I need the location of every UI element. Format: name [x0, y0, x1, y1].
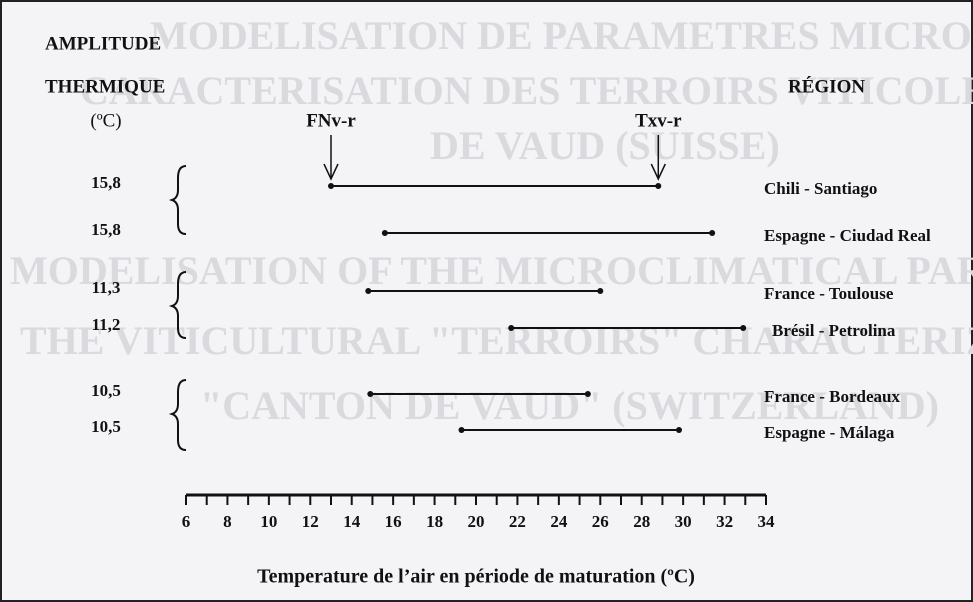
ghost-line: DE VAUD (SUISSE) — [430, 123, 780, 168]
range-end — [655, 183, 662, 189]
annotation-arrowhead — [650, 163, 666, 181]
region-label: France - Bordeaux — [764, 387, 900, 406]
ghost-line: CARACTERISATION DES TERROIRS VITICOLES D… — [80, 68, 973, 113]
range-start — [458, 427, 465, 433]
ghost-line: MODELISATION OF THE MICROCLIMATICAL PARA… — [10, 248, 973, 293]
amplitude-label: 10,5 — [91, 417, 121, 436]
x-tick-label: 34 — [758, 512, 776, 531]
x-tick-label: 22 — [509, 512, 526, 531]
range-start — [367, 391, 374, 397]
range-end — [584, 391, 591, 397]
left-header: (ºC) — [90, 110, 121, 131]
region-label: Espagne - Málaga — [764, 423, 895, 442]
amplitude-label: 10,5 — [91, 381, 121, 400]
ghost-line: MODELISATION DE PARAMETRES MICROCLIMATIQ… — [150, 13, 973, 58]
range-start — [508, 325, 515, 331]
range-end — [709, 230, 716, 236]
right-header: RÉGION — [788, 75, 865, 97]
range-start — [365, 288, 372, 294]
x-tick-label: 26 — [592, 512, 609, 531]
region-label: Brésil - Petrolina — [772, 321, 896, 340]
x-tick-label: 10 — [260, 512, 277, 531]
amplitude-label: 15,8 — [91, 220, 121, 239]
x-tick-label: 6 — [182, 512, 191, 531]
range-end — [740, 325, 747, 331]
amplitude-label: 15,8 — [91, 173, 121, 192]
x-axis-label: Temperature de l’air en période de matur… — [257, 566, 695, 588]
x-tick-label: 12 — [302, 512, 319, 531]
x-tick-label: 20 — [468, 512, 485, 531]
region-label: France - Toulouse — [764, 284, 894, 303]
region-label: Espagne - Ciudad Real — [764, 226, 931, 245]
braces — [168, 165, 187, 451]
left-header: AMPLITUDE — [45, 33, 161, 54]
amplitude-label: 11,3 — [92, 278, 121, 297]
x-tick-label: 14 — [343, 512, 361, 531]
ghost-line: "CANTON DE VAUD" (SWITZERLAND) — [200, 383, 939, 428]
annotation: Txv-r — [635, 110, 682, 131]
range-start — [381, 230, 388, 236]
x-tick-label: 28 — [633, 512, 650, 531]
annotation: FNv-r — [306, 110, 356, 131]
x-tick-label: 32 — [716, 512, 733, 531]
x-tick-label: 16 — [385, 512, 402, 531]
left-header: THERMIQUE — [45, 76, 165, 97]
x-tick-label: 18 — [426, 512, 443, 531]
range-end — [597, 288, 604, 294]
region-label: Chili - Santiago — [764, 179, 877, 198]
annotation-arrowhead — [323, 163, 339, 181]
x-tick-label: 8 — [223, 512, 232, 531]
x-tick-label: 30 — [675, 512, 692, 531]
range-start — [328, 183, 334, 189]
x-tick-label: 24 — [550, 512, 568, 531]
amplitude-label: 11,2 — [92, 315, 121, 334]
range-end — [676, 427, 682, 433]
